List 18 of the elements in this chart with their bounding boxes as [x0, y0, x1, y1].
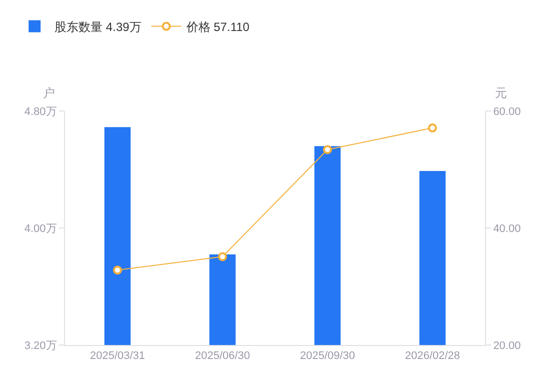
point	[113, 266, 122, 275]
y2-tick-label: 20.00	[493, 340, 521, 352]
y-tick-label: 4.00万	[24, 222, 57, 235]
y-tick-label: 3.20万	[24, 340, 57, 352]
y-tick-label: 4.80万	[24, 106, 57, 118]
x-tick-label: 2026/02/28	[404, 350, 460, 362]
y2-axis-title: 元	[495, 86, 507, 100]
point	[428, 123, 437, 132]
x-tick-label: 2025/09/30	[300, 350, 356, 362]
point	[218, 252, 227, 262]
legend-label: 价格 57.110	[185, 20, 250, 34]
y-axis-title: 户	[43, 86, 55, 100]
point	[323, 145, 332, 154]
y2-tick-label: 40.00	[493, 222, 521, 235]
x-tick-label: 2025/03/31	[90, 350, 146, 362]
legend-label: 股东数量 4.39万	[54, 20, 142, 34]
y2-tick-label: 60.00	[493, 106, 521, 118]
x-tick-label: 2025/06/30	[194, 350, 250, 362]
